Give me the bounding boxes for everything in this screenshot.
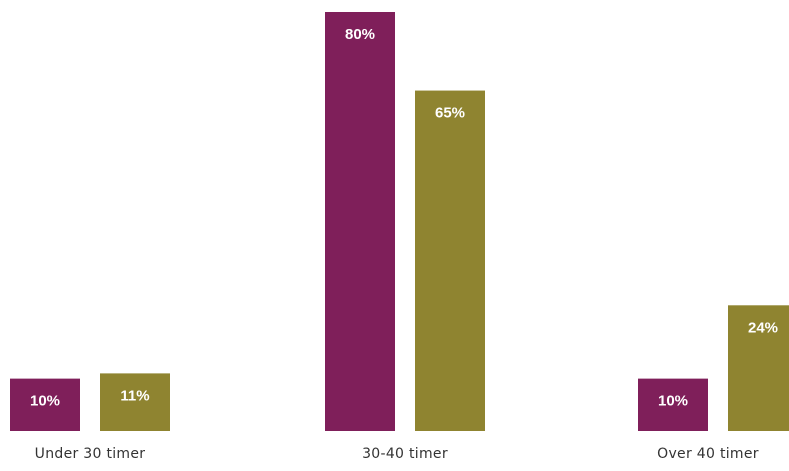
category-label-under-30-timer: Under 30 timer (35, 446, 146, 462)
data-label-over-40-timer-series-2: 24% (748, 319, 778, 336)
bar-30-40-timer-series-2 (415, 90, 485, 431)
bar-30-40-timer-series-1 (325, 12, 395, 431)
labels-group: 10% 11% Under 30 timer 80% 65% 30-40 timer 10%… (30, 26, 778, 462)
data-label-over-40-timer-series-1: 10% (658, 393, 688, 410)
bar-under-30-timer-series-2 (100, 373, 170, 431)
data-label-30-40-timer-series-2: 65% (435, 105, 465, 122)
bars-group (10, 12, 789, 431)
data-label-under-30-timer-series-2: 11% (120, 387, 149, 404)
data-label-under-30-timer-series-1: 10% (30, 393, 60, 410)
category-label-over-40-timer: Over 40 timer (657, 446, 759, 462)
bar-under-30-timer-series-1 (10, 378, 80, 431)
category-label-30-40-timer: 30-40 timer (362, 446, 448, 462)
bar-over-40-timer-series-1 (638, 378, 708, 431)
bar-over-40-timer-series-2 (728, 305, 789, 431)
data-label-30-40-timer-series-1: 80% (345, 26, 375, 43)
